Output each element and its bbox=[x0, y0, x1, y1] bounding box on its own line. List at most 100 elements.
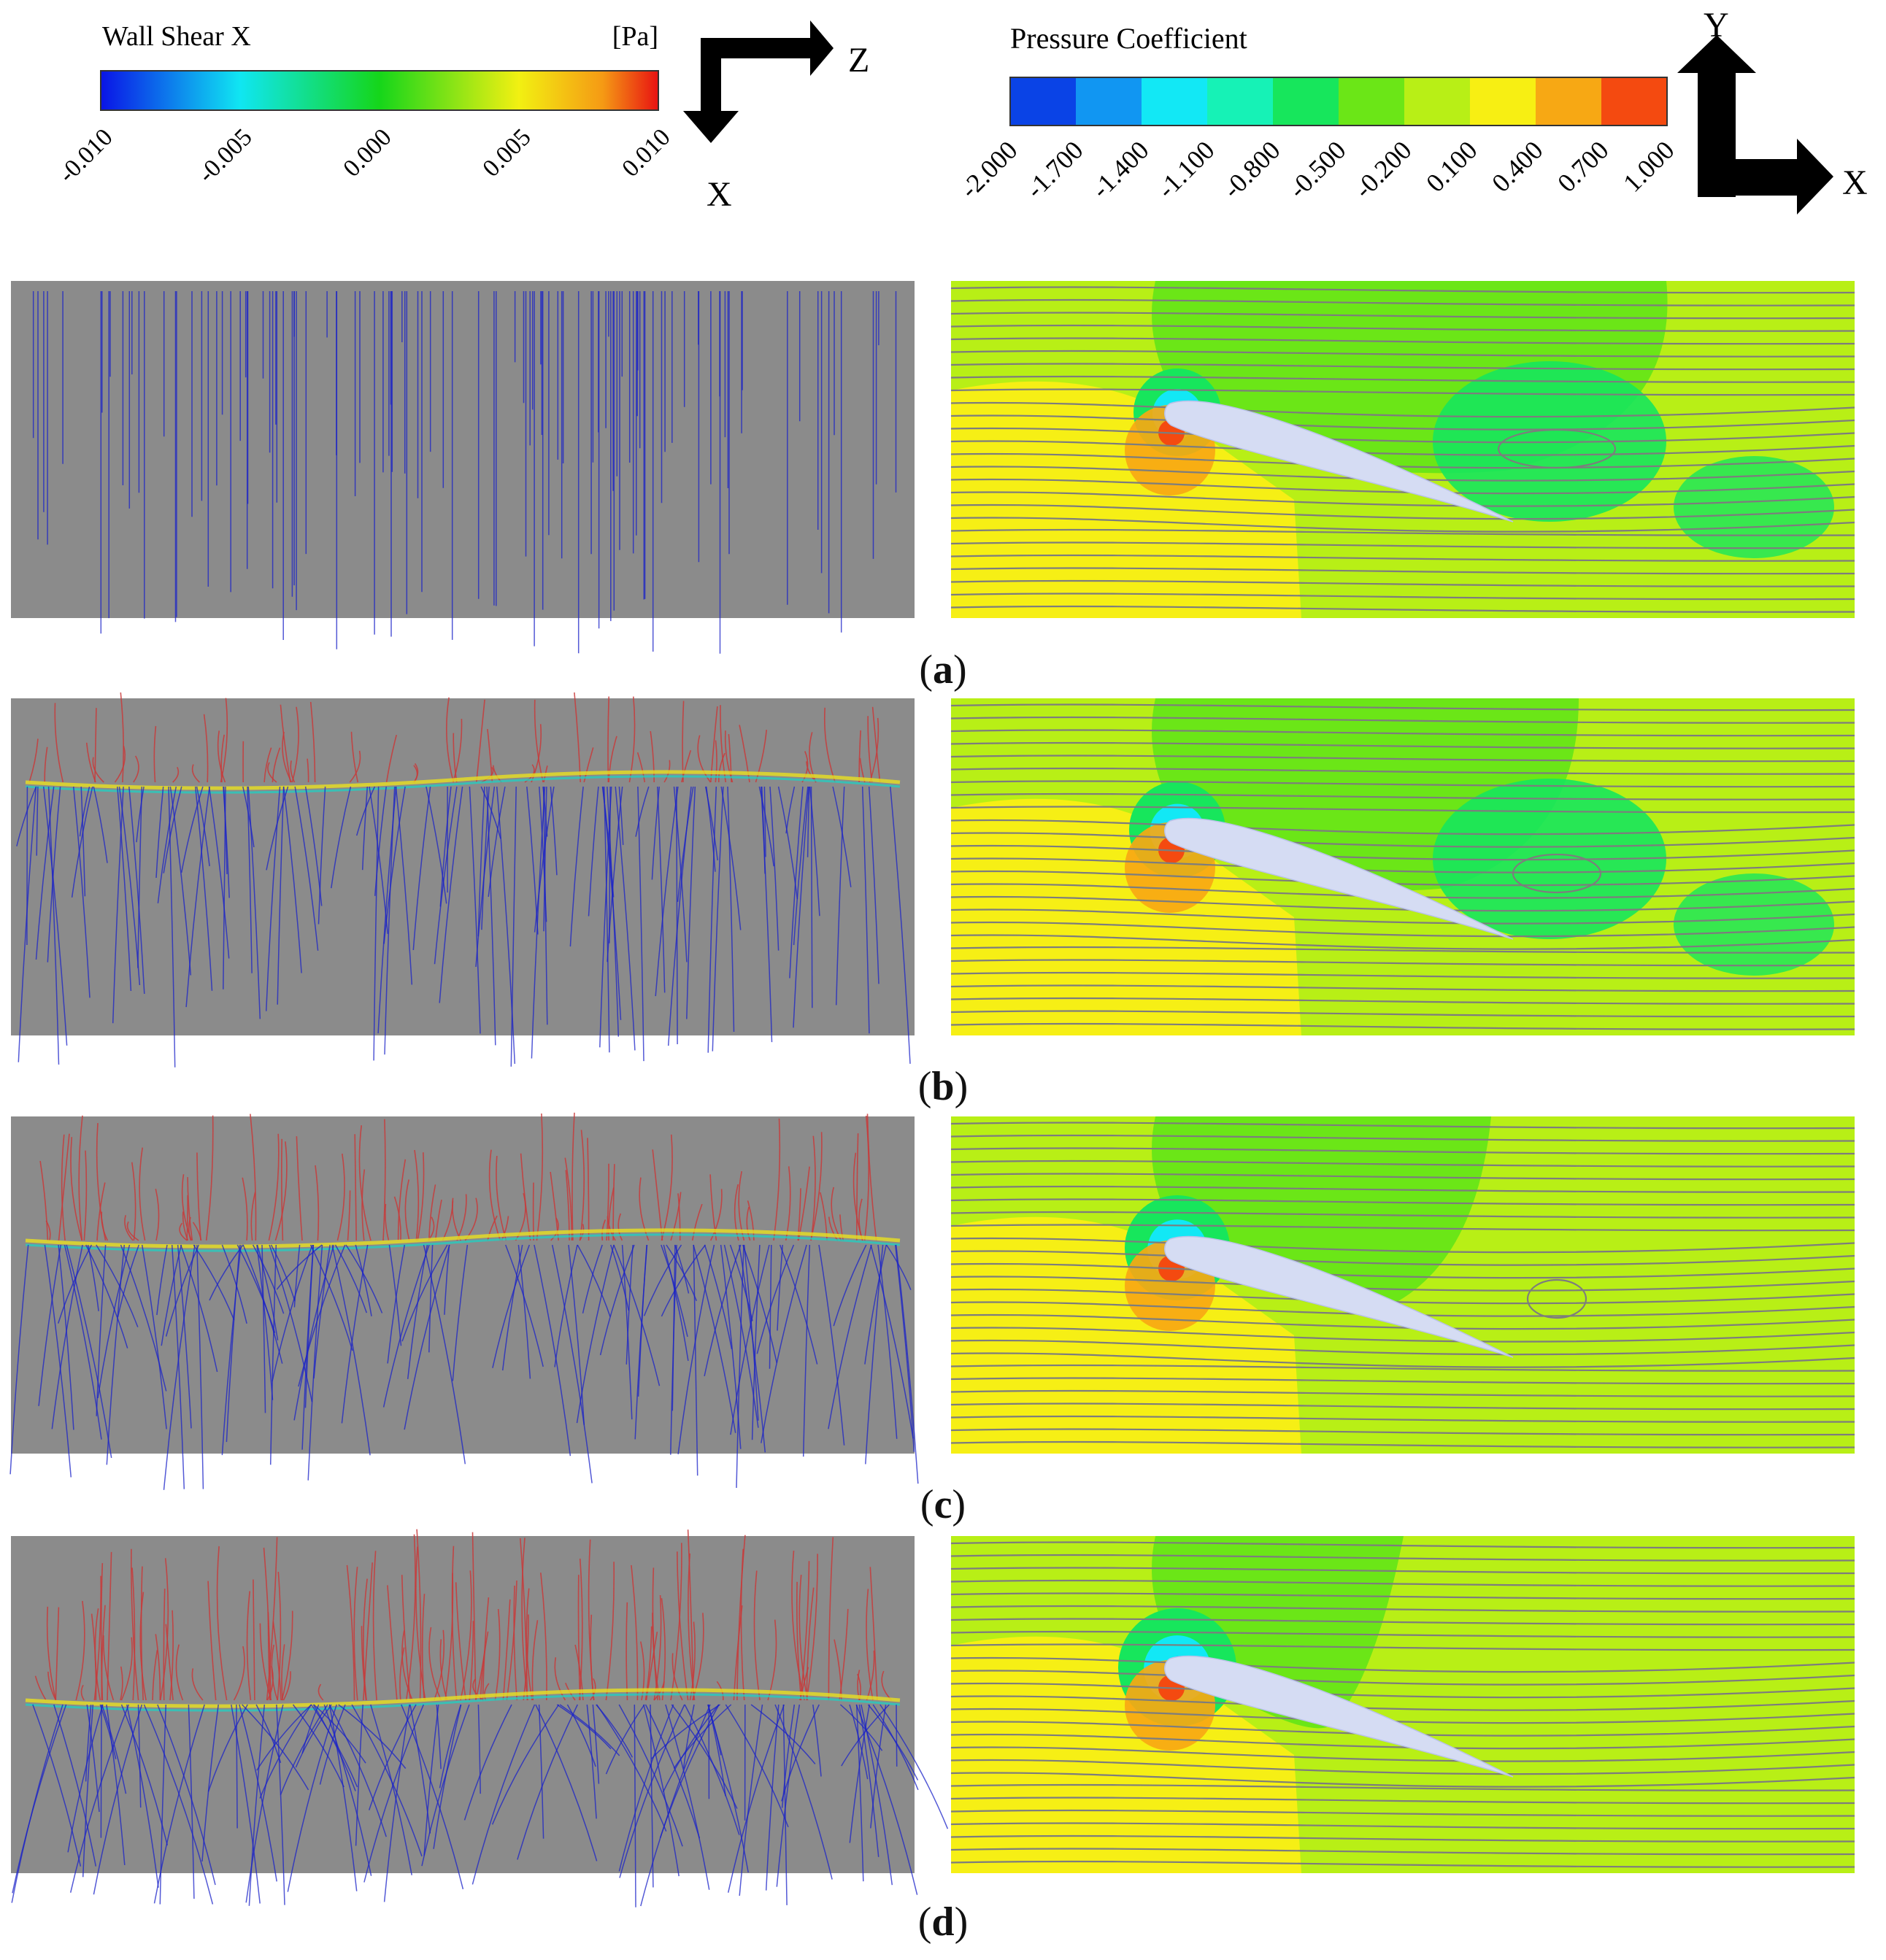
shear-streak-negative bbox=[661, 1244, 706, 1317]
wall-shear-plot bbox=[11, 1529, 949, 1907]
streamline bbox=[951, 401, 1855, 418]
shear-streak-negative bbox=[650, 1704, 654, 1888]
shear-streak-negative bbox=[618, 1704, 683, 1847]
shear-streak-positive bbox=[179, 1222, 188, 1241]
shear-streak-negative bbox=[194, 786, 213, 991]
shear-streak-positive bbox=[472, 1532, 477, 1701]
shear-streak-negative bbox=[383, 786, 406, 944]
shear-streak-positive bbox=[796, 1581, 802, 1701]
streamline bbox=[951, 934, 1855, 950]
shear-streak-negative bbox=[723, 1244, 759, 1428]
shear-streak-positive bbox=[242, 1177, 248, 1241]
shear-streak-negative bbox=[276, 1704, 285, 1905]
streamline bbox=[951, 729, 1855, 737]
shear-streak-positive bbox=[810, 1132, 823, 1241]
shear-streak-negative bbox=[637, 1244, 647, 1397]
shear-streak-positive bbox=[387, 1585, 398, 1701]
shear-streak-negative bbox=[120, 1704, 169, 1845]
shear-streak-negative bbox=[384, 786, 396, 1055]
shear-streak-negative bbox=[674, 1244, 690, 1294]
streamline bbox=[951, 946, 1855, 954]
pressure-high-region bbox=[951, 381, 1301, 618]
shear-streak-negative bbox=[472, 1704, 536, 1885]
shear-streak-positive bbox=[163, 1589, 166, 1701]
shear-streak-positive bbox=[216, 1546, 228, 1701]
shear-streak-negative bbox=[188, 1704, 195, 1899]
shear-streak-negative bbox=[665, 1704, 710, 1890]
streamline bbox=[951, 1389, 1855, 1397]
caption-c-label: c bbox=[934, 1482, 952, 1527]
shear-streak-negative bbox=[180, 1244, 218, 1373]
shear-streak-positive bbox=[472, 1678, 484, 1701]
shear-streak-positive bbox=[363, 1578, 368, 1701]
shear-streak-negative bbox=[720, 786, 742, 930]
shear-streak-negative bbox=[26, 786, 28, 946]
shear-streak-positive bbox=[268, 1133, 280, 1241]
shear-streak-positive bbox=[650, 730, 655, 783]
shear-streak-negative bbox=[588, 786, 599, 917]
shear-streak-positive bbox=[681, 750, 692, 783]
shear-streak-negative bbox=[307, 1244, 323, 1481]
wall-shear-surface bbox=[11, 281, 915, 618]
shear-streak-negative bbox=[765, 1704, 780, 1891]
streamline bbox=[951, 1403, 1855, 1411]
shear-streak-negative bbox=[785, 786, 796, 834]
shear-streak-negative bbox=[725, 1704, 789, 1828]
shear-streak-positive bbox=[253, 1579, 255, 1701]
shear-streak-negative bbox=[841, 1704, 890, 1767]
shear-streak-negative bbox=[401, 1244, 448, 1342]
shear-streak-negative bbox=[117, 786, 132, 992]
pressure-legend: Pressure Coefficient -2.000-1.700-1.400-… bbox=[955, 22, 1680, 204]
panel-row-a bbox=[11, 281, 1855, 654]
shear-streak-negative bbox=[165, 1244, 200, 1337]
shear-streak-negative bbox=[270, 1244, 296, 1302]
shear-streak-negative bbox=[727, 1704, 785, 1893]
shear-streak-positive bbox=[397, 1159, 407, 1241]
shear-streak-positive bbox=[175, 1644, 184, 1701]
shear-streak-positive bbox=[155, 1634, 161, 1701]
streamline bbox=[951, 1848, 1855, 1856]
shear-streak-negative bbox=[517, 1704, 578, 1860]
shear-streak-positive bbox=[415, 1546, 426, 1701]
shear-streak-negative bbox=[769, 786, 780, 951]
shear-streak-negative bbox=[236, 1704, 238, 1829]
shear-streak-negative bbox=[382, 1244, 430, 1408]
pressure-tick-labels: -2.000-1.700-1.400-1.100-0.800-0.500-0.2… bbox=[955, 135, 1680, 204]
shear-streak-negative bbox=[673, 1704, 732, 1769]
shear-streak-negative bbox=[295, 1704, 332, 1768]
shear-streak-positive bbox=[155, 1189, 160, 1241]
shear-streak-negative bbox=[93, 786, 108, 863]
shear-streak-negative bbox=[693, 1244, 698, 1476]
shear-streak-positive bbox=[131, 1567, 136, 1701]
shear-streak-negative bbox=[634, 1704, 636, 1907]
pressure-high-region bbox=[951, 1216, 1301, 1454]
shear-streak-positive bbox=[404, 1179, 410, 1241]
shear-streak-positive bbox=[191, 764, 200, 783]
shear-streak-positive bbox=[738, 1170, 745, 1241]
shear-streak-negative bbox=[609, 1244, 630, 1311]
shear-streak-positive bbox=[361, 1169, 366, 1241]
shear-streak-positive bbox=[46, 1606, 57, 1701]
shear-streak-negative bbox=[294, 786, 319, 951]
wall-shear-plot bbox=[11, 281, 915, 654]
streamline bbox=[951, 806, 1855, 814]
shear-streak-negative bbox=[880, 1704, 949, 1829]
shear-streak-negative bbox=[486, 786, 496, 1046]
shear-streak-positive bbox=[513, 1585, 518, 1701]
shear-streak-positive bbox=[169, 1610, 174, 1701]
shear-streak-negative bbox=[112, 786, 124, 1024]
caption-c: (c) bbox=[920, 1482, 966, 1527]
shear-streak-positive bbox=[372, 1551, 377, 1701]
shear-streak-positive bbox=[434, 1629, 445, 1701]
streamline bbox=[951, 1352, 1855, 1368]
shear-streak-negative bbox=[223, 786, 230, 898]
shear-streak-negative bbox=[223, 786, 226, 989]
shear-separation-band bbox=[25, 1688, 901, 1708]
streamline bbox=[951, 1327, 1855, 1343]
shear-streak-negative bbox=[255, 1704, 282, 1764]
shear-streak-positive bbox=[165, 1624, 174, 1701]
shear-streak-negative bbox=[287, 1704, 337, 1892]
shear-streak-negative bbox=[492, 1244, 531, 1368]
shear-streak-positive bbox=[871, 706, 881, 783]
pressure-field-area bbox=[951, 1536, 1855, 1873]
